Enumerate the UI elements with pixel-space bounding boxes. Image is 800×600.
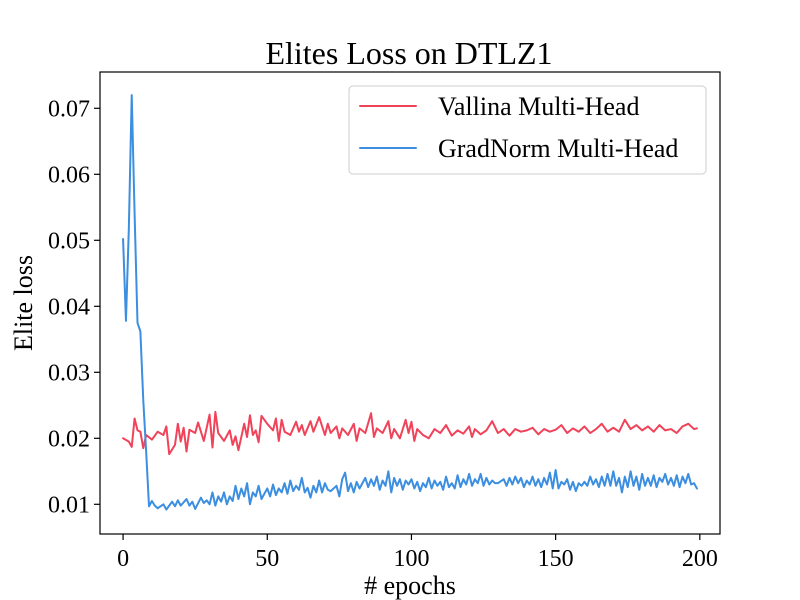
axes-frame	[99, 71, 721, 535]
chart-title: Elites Loss on DTLZ1	[265, 35, 552, 71]
x-tick-label: 50	[255, 546, 279, 572]
y-axis-label: Elite loss	[9, 255, 38, 351]
y-axis: 0.01 0.02 0.03 0.04 0.05 0.06 0.07	[48, 96, 100, 518]
y-tick-label: 0.06	[48, 162, 90, 188]
legend-box	[348, 85, 707, 175]
y-tick-label: 0.07	[48, 96, 90, 122]
y-tick-label: 0.03	[48, 360, 90, 386]
y-tick-label: 0.02	[48, 426, 90, 452]
legend[interactable]: Vallina Multi-Head GradNorm Multi-Head	[348, 85, 707, 175]
x-axis-label: # epochs	[364, 571, 456, 600]
y-tick-label: 0.01	[48, 492, 90, 518]
plot-area	[122, 94, 698, 511]
x-tick-label: 100	[393, 546, 429, 572]
series-line-gradnorm-multi-head	[122, 94, 698, 511]
series-line-vallina-multi-head	[122, 410, 698, 456]
y-tick-label: 0.04	[48, 294, 90, 320]
legend-label-gradnorm: GradNorm Multi-Head	[438, 134, 678, 163]
x-tick-label: 150	[538, 546, 574, 572]
legend-label-vallina: Vallina Multi-Head	[438, 92, 639, 121]
x-tick-label: 200	[682, 546, 718, 572]
x-tick-label: 0	[117, 546, 129, 572]
x-axis: 0 50 100 150 200	[117, 534, 718, 572]
y-tick-label: 0.05	[48, 228, 90, 254]
